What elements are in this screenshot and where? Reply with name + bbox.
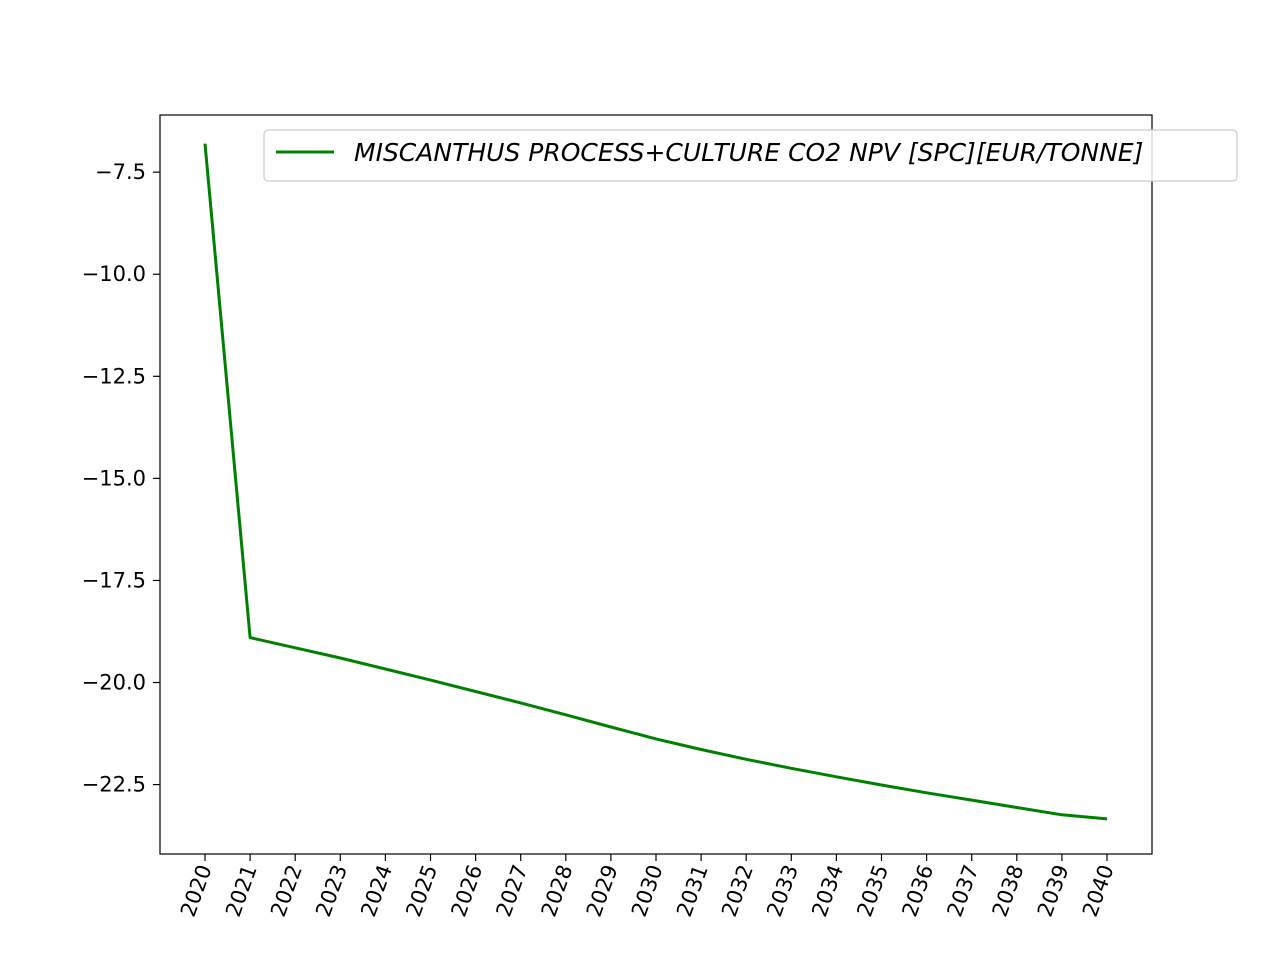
y-tick-label: −10.0 xyxy=(82,262,146,286)
legend-label: MISCANTHUS PROCESS+CULTURE CO2 NPV [SPC]… xyxy=(354,138,1143,167)
y-tick-label: −12.5 xyxy=(82,364,146,388)
x-tick-label: 2021 xyxy=(221,862,262,920)
plot-area xyxy=(160,115,1152,854)
x-tick-label: 2023 xyxy=(311,862,352,920)
x-tick-label: 2039 xyxy=(1033,862,1074,920)
x-tick-label: 2022 xyxy=(266,862,307,920)
x-tick-label: 2029 xyxy=(582,862,623,920)
x-tick-label: 2026 xyxy=(446,862,487,920)
y-tick-label: −15.0 xyxy=(82,466,146,490)
x-tick-label: 2035 xyxy=(852,862,893,920)
x-tick-label: 2040 xyxy=(1078,862,1119,920)
y-tick-label: −7.5 xyxy=(95,160,146,184)
x-tick-label: 2028 xyxy=(537,862,578,920)
x-tick-label: 2038 xyxy=(988,862,1029,920)
y-axis: −7.5 −10.0 −12.5 −15.0 −17.5 −20.0 −22.5 xyxy=(82,160,160,796)
y-tick-label: −22.5 xyxy=(82,773,146,797)
x-tick-label: 2032 xyxy=(717,862,758,920)
x-tick-label: 2031 xyxy=(672,862,713,920)
x-tick-label: 2036 xyxy=(897,862,938,920)
y-tick-label: −17.5 xyxy=(82,568,146,592)
x-tick-label: 2020 xyxy=(176,862,217,920)
x-tick-label: 2025 xyxy=(401,862,442,920)
x-tick-label: 2030 xyxy=(627,862,668,920)
x-tick-label: 2034 xyxy=(807,862,848,920)
x-tick-label: 2033 xyxy=(762,862,803,920)
x-tick-label: 2037 xyxy=(943,862,984,920)
x-tick-label: 2024 xyxy=(356,862,397,920)
legend: MISCANTHUS PROCESS+CULTURE CO2 NPV [SPC]… xyxy=(264,130,1237,181)
x-tick-label: 2027 xyxy=(492,862,533,920)
y-tick-label: −20.0 xyxy=(82,671,146,695)
